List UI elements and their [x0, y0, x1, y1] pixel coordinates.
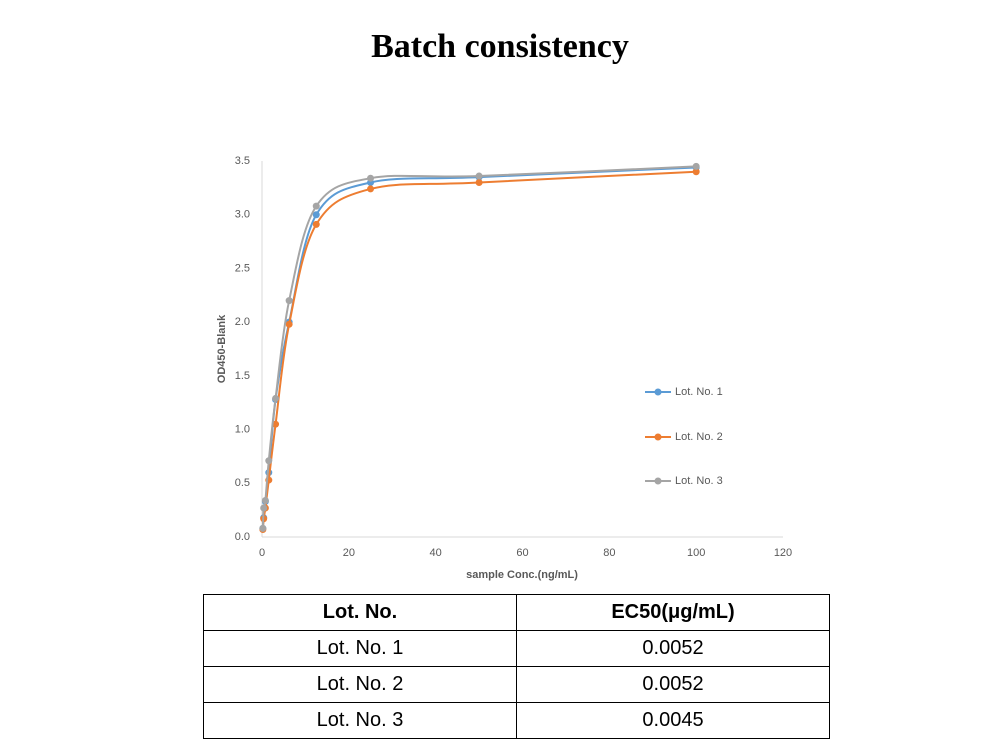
header-cell: Lot. No. — [203, 594, 517, 631]
data-point — [265, 457, 273, 465]
data-point — [260, 504, 268, 512]
y-tick-label: 3.5 — [235, 155, 250, 167]
x-tick-label: 40 — [430, 547, 442, 559]
x-tick-label: 80 — [603, 547, 615, 559]
data-point — [312, 211, 320, 219]
series-line — [261, 170, 697, 530]
data-point — [261, 496, 269, 504]
row: Lot. No. 2 0.0052 — [203, 666, 830, 703]
legend-marker — [654, 433, 662, 441]
y-tick-label: 3.0 — [235, 209, 250, 221]
data-point — [475, 172, 483, 180]
row: Lot. No. 3 0.0045 — [203, 702, 830, 739]
x-axis-title: sample Conc.(ng/mL) — [466, 569, 578, 581]
data-point — [312, 202, 320, 210]
cell: Lot. No. 3 — [203, 702, 517, 739]
y-tick-label: 1.0 — [235, 423, 250, 435]
y-tick-label: 1.5 — [235, 370, 250, 382]
legend-label: Lot. No. 3 — [675, 475, 723, 487]
x-tick-label: 0 — [259, 547, 265, 559]
header-row: Lot. No. EC50(μg/mL) — [203, 594, 830, 631]
cell: 0.0052 — [516, 666, 830, 703]
data-point — [475, 178, 483, 186]
series-line — [261, 165, 697, 529]
data-point — [692, 168, 700, 176]
data-point — [312, 220, 320, 228]
cell: 0.0045 — [516, 702, 830, 739]
cell: Lot. No. 2 — [203, 666, 517, 703]
legend-marker — [654, 477, 662, 485]
legend-label: Lot. No. 1 — [675, 386, 723, 398]
chart: sample Conc.(ng/mL) OD450-Blank 0.0 0.5 1.… — [216, 155, 792, 581]
x-tick-label: 100 — [687, 547, 705, 559]
data-point — [692, 162, 700, 170]
data-point — [367, 185, 375, 193]
data-point — [272, 394, 280, 402]
ec50-table: Lot. No. EC50(μg/mL) Lot. No. 1 0.0052 Lot… — [203, 594, 830, 739]
data-point — [272, 420, 280, 428]
legend-label: Lot. No. 2 — [675, 431, 723, 443]
x-tick-label: 60 — [516, 547, 528, 559]
chart-title: Batch consistency — [371, 28, 629, 65]
y-tick-label: 2.5 — [235, 262, 250, 274]
row: Lot. No. 1 0.0052 — [203, 630, 830, 667]
y-tick-label: 2.0 — [235, 316, 250, 328]
y-tick-label: 0.0 — [235, 531, 250, 543]
data-point — [285, 320, 293, 328]
y-tick-label: 0.5 — [235, 477, 250, 489]
data-point — [367, 174, 375, 182]
x-tick-label: 120 — [774, 547, 792, 559]
header-cell: EC50(μg/mL) — [516, 594, 830, 631]
cell: Lot. No. 1 — [203, 630, 517, 667]
cell: 0.0052 — [516, 630, 830, 667]
y-axis-title: OD450-Blank — [216, 314, 228, 383]
x-tick-label: 20 — [343, 547, 355, 559]
data-point — [259, 524, 267, 532]
legend-marker — [654, 388, 662, 396]
data-point — [285, 297, 293, 305]
series-line — [261, 166, 697, 529]
